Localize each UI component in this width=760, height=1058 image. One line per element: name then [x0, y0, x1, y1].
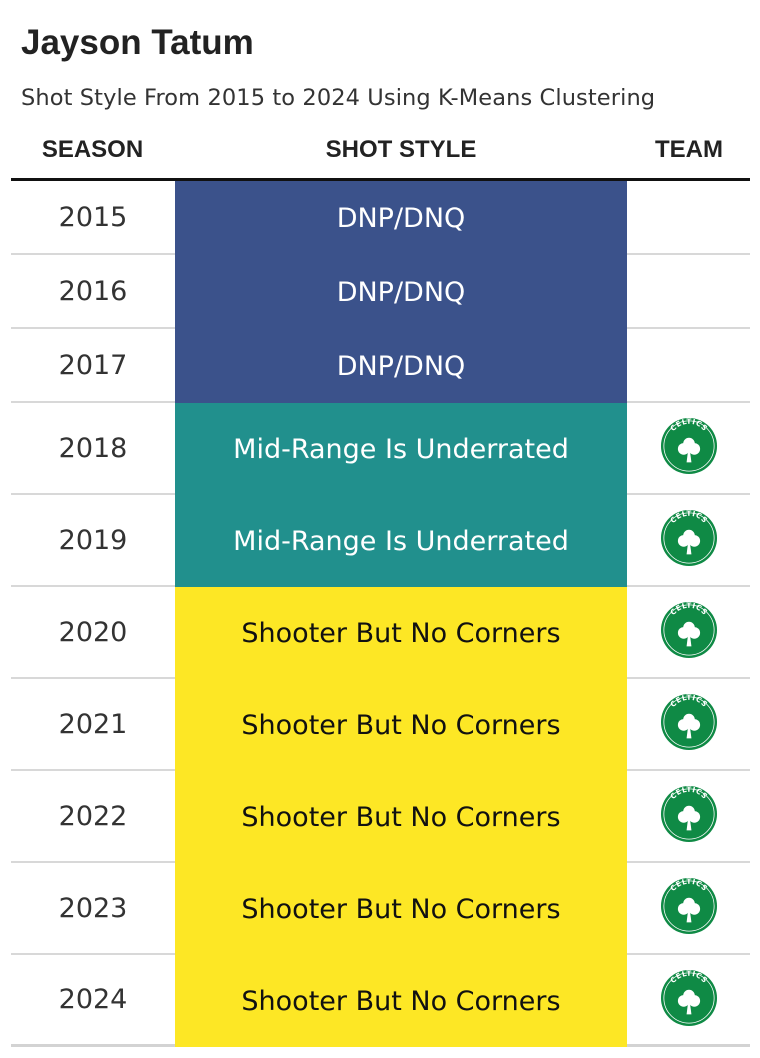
table-row: 2024 Shooter But No Corners CELTICS	[11, 955, 750, 1047]
column-header-season: SEASON	[41, 136, 144, 163]
table-body: 2015 DNP/DNQ 2016 DNP/DNQ 2017 DNP/DNQ 2018 Mid…	[11, 181, 750, 1047]
season-cell: 2018	[58, 432, 128, 464]
celtics-logo-icon: CELTICS	[660, 601, 718, 659]
team-cell: CELTICS	[628, 587, 750, 677]
chart-subtitle: Shot Style From 2015 to 2024 Using K-Mea…	[21, 85, 656, 111]
column-header-shot-style: SHOT STYLE	[325, 136, 477, 163]
season-cell: 2015	[58, 201, 128, 233]
team-cell: CELTICS	[628, 771, 750, 861]
season-cell: 2023	[58, 892, 128, 924]
table-row: 2016 DNP/DNQ	[11, 255, 750, 329]
table-row: 2018 Mid-Range Is Underrated CELTICS	[11, 403, 750, 495]
celtics-logo-icon: CELTICS	[660, 693, 718, 751]
team-cell: CELTICS	[628, 863, 750, 953]
shot-style-cell: Mid-Range Is Underrated	[175, 403, 627, 495]
celtics-logo-icon: CELTICS	[660, 969, 718, 1027]
shot-style-cell: Shooter But No Corners	[175, 679, 627, 771]
season-cell: 2021	[58, 708, 128, 740]
table-row: 2015 DNP/DNQ	[11, 181, 750, 255]
table-row: 2021 Shooter But No Corners CELTICS	[11, 679, 750, 771]
season-cell: 2016	[58, 275, 128, 307]
team-cell: CELTICS	[628, 955, 750, 1044]
shot-style-cell: DNP/DNQ	[175, 181, 627, 255]
celtics-logo-icon: CELTICS	[660, 509, 718, 567]
team-cell	[628, 255, 750, 327]
shot-style-cell: DNP/DNQ	[175, 329, 627, 403]
celtics-logo-icon: CELTICS	[660, 785, 718, 843]
table-row: 2023 Shooter But No Corners CELTICS	[11, 863, 750, 955]
shot-style-cell: Shooter But No Corners	[175, 863, 627, 955]
shot-style-cell: Mid-Range Is Underrated	[175, 495, 627, 587]
chart-title: Jayson Tatum	[21, 23, 254, 62]
season-cell: 2017	[58, 349, 128, 381]
shot-style-cell: Shooter But No Corners	[175, 587, 627, 679]
season-cell: 2024	[58, 984, 128, 1015]
table-row: 2017 DNP/DNQ	[11, 329, 750, 403]
table-row: 2020 Shooter But No Corners CELTICS	[11, 587, 750, 679]
table-row: 2022 Shooter But No Corners CELTICS	[11, 771, 750, 863]
celtics-logo-icon: CELTICS	[660, 877, 718, 935]
team-cell: CELTICS	[628, 679, 750, 769]
season-cell: 2019	[58, 524, 128, 556]
season-cell: 2022	[58, 800, 128, 832]
team-cell: CELTICS	[628, 403, 750, 493]
shot-style-cell: Shooter But No Corners	[175, 955, 627, 1047]
season-cell: 2020	[58, 616, 128, 648]
shot-style-cell: Shooter But No Corners	[175, 771, 627, 863]
team-cell	[628, 329, 750, 401]
team-cell	[628, 181, 750, 253]
header-rule	[11, 178, 750, 181]
team-cell: CELTICS	[628, 495, 750, 585]
column-header-team: TEAM	[655, 136, 723, 163]
celtics-logo-icon: CELTICS	[660, 417, 718, 475]
shot-style-cell: DNP/DNQ	[175, 255, 627, 329]
table-row: 2019 Mid-Range Is Underrated CELTICS	[11, 495, 750, 587]
